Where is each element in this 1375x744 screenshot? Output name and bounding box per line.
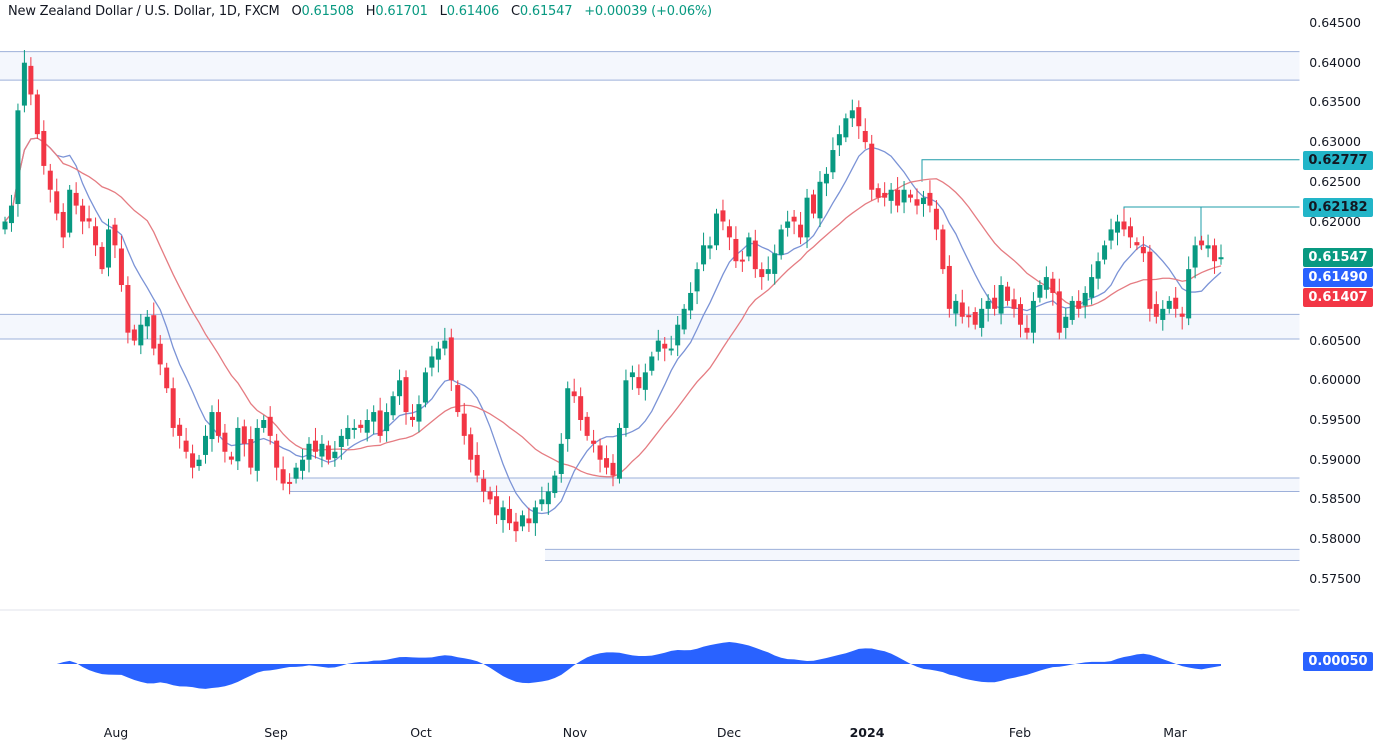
price-tick: 0.60500 (1309, 332, 1361, 348)
price-tick: 0.59500 (1309, 412, 1361, 427)
price-tick: 0.58000 (1309, 531, 1361, 547)
price-tag: 0.62777 (1303, 150, 1373, 170)
time-tick: Oct (410, 725, 432, 740)
time-tick: Sep (264, 725, 288, 740)
close-value: 0.61547 (519, 4, 573, 19)
price-tick: 0.64000 (1309, 54, 1361, 70)
price-tick: 0.57500 (1309, 570, 1361, 586)
close-label: C (511, 4, 520, 19)
open-value: 0.61508 (301, 4, 355, 19)
high-label: H (365, 4, 376, 19)
symbol-title: New Zealand Dollar / U.S. Dollar, 1D, FX… (8, 4, 280, 19)
price-tag: 0.61490 (1303, 268, 1373, 288)
low-label: L (439, 4, 447, 19)
change-value: +0.00039 (+0.06%) (584, 4, 712, 19)
price-tick: 0.59000 (1309, 451, 1361, 467)
chart-header: New Zealand Dollar / U.S. Dollar, 1D, FX… (8, 4, 712, 19)
price-tick: 0.64500 (1309, 15, 1361, 30)
open-label: O (291, 4, 302, 19)
time-tick: Feb (1008, 725, 1032, 740)
oscillator-area (5, 642, 1221, 689)
price-tick: 0.60000 (1309, 372, 1361, 388)
price-tag: 0.61407 (1303, 288, 1373, 308)
candlesticks (2, 49, 1224, 542)
oscillator-value-tag: 0.00050 (1303, 652, 1373, 671)
price-tick: 0.62000 (1309, 213, 1361, 229)
price-tag: 0.61547 (1303, 248, 1373, 268)
time-tick: Dec (716, 725, 742, 740)
time-tick: Nov (562, 725, 588, 740)
high-value: 0.61701 (375, 4, 428, 19)
horizontal-zones (0, 51, 1300, 562)
price-tick: 0.63500 (1309, 94, 1361, 110)
price-tick: 0.62500 (1309, 173, 1361, 189)
time-tick: Aug (103, 725, 129, 740)
low-value: 0.61406 (446, 4, 500, 19)
price-tick: 0.63000 (1309, 134, 1361, 150)
time-tick: 2024 (849, 725, 885, 740)
time-tick: Mar (1163, 725, 1187, 740)
price-tick: 0.58500 (1309, 491, 1361, 507)
price-tag: 0.62182 (1303, 198, 1373, 218)
